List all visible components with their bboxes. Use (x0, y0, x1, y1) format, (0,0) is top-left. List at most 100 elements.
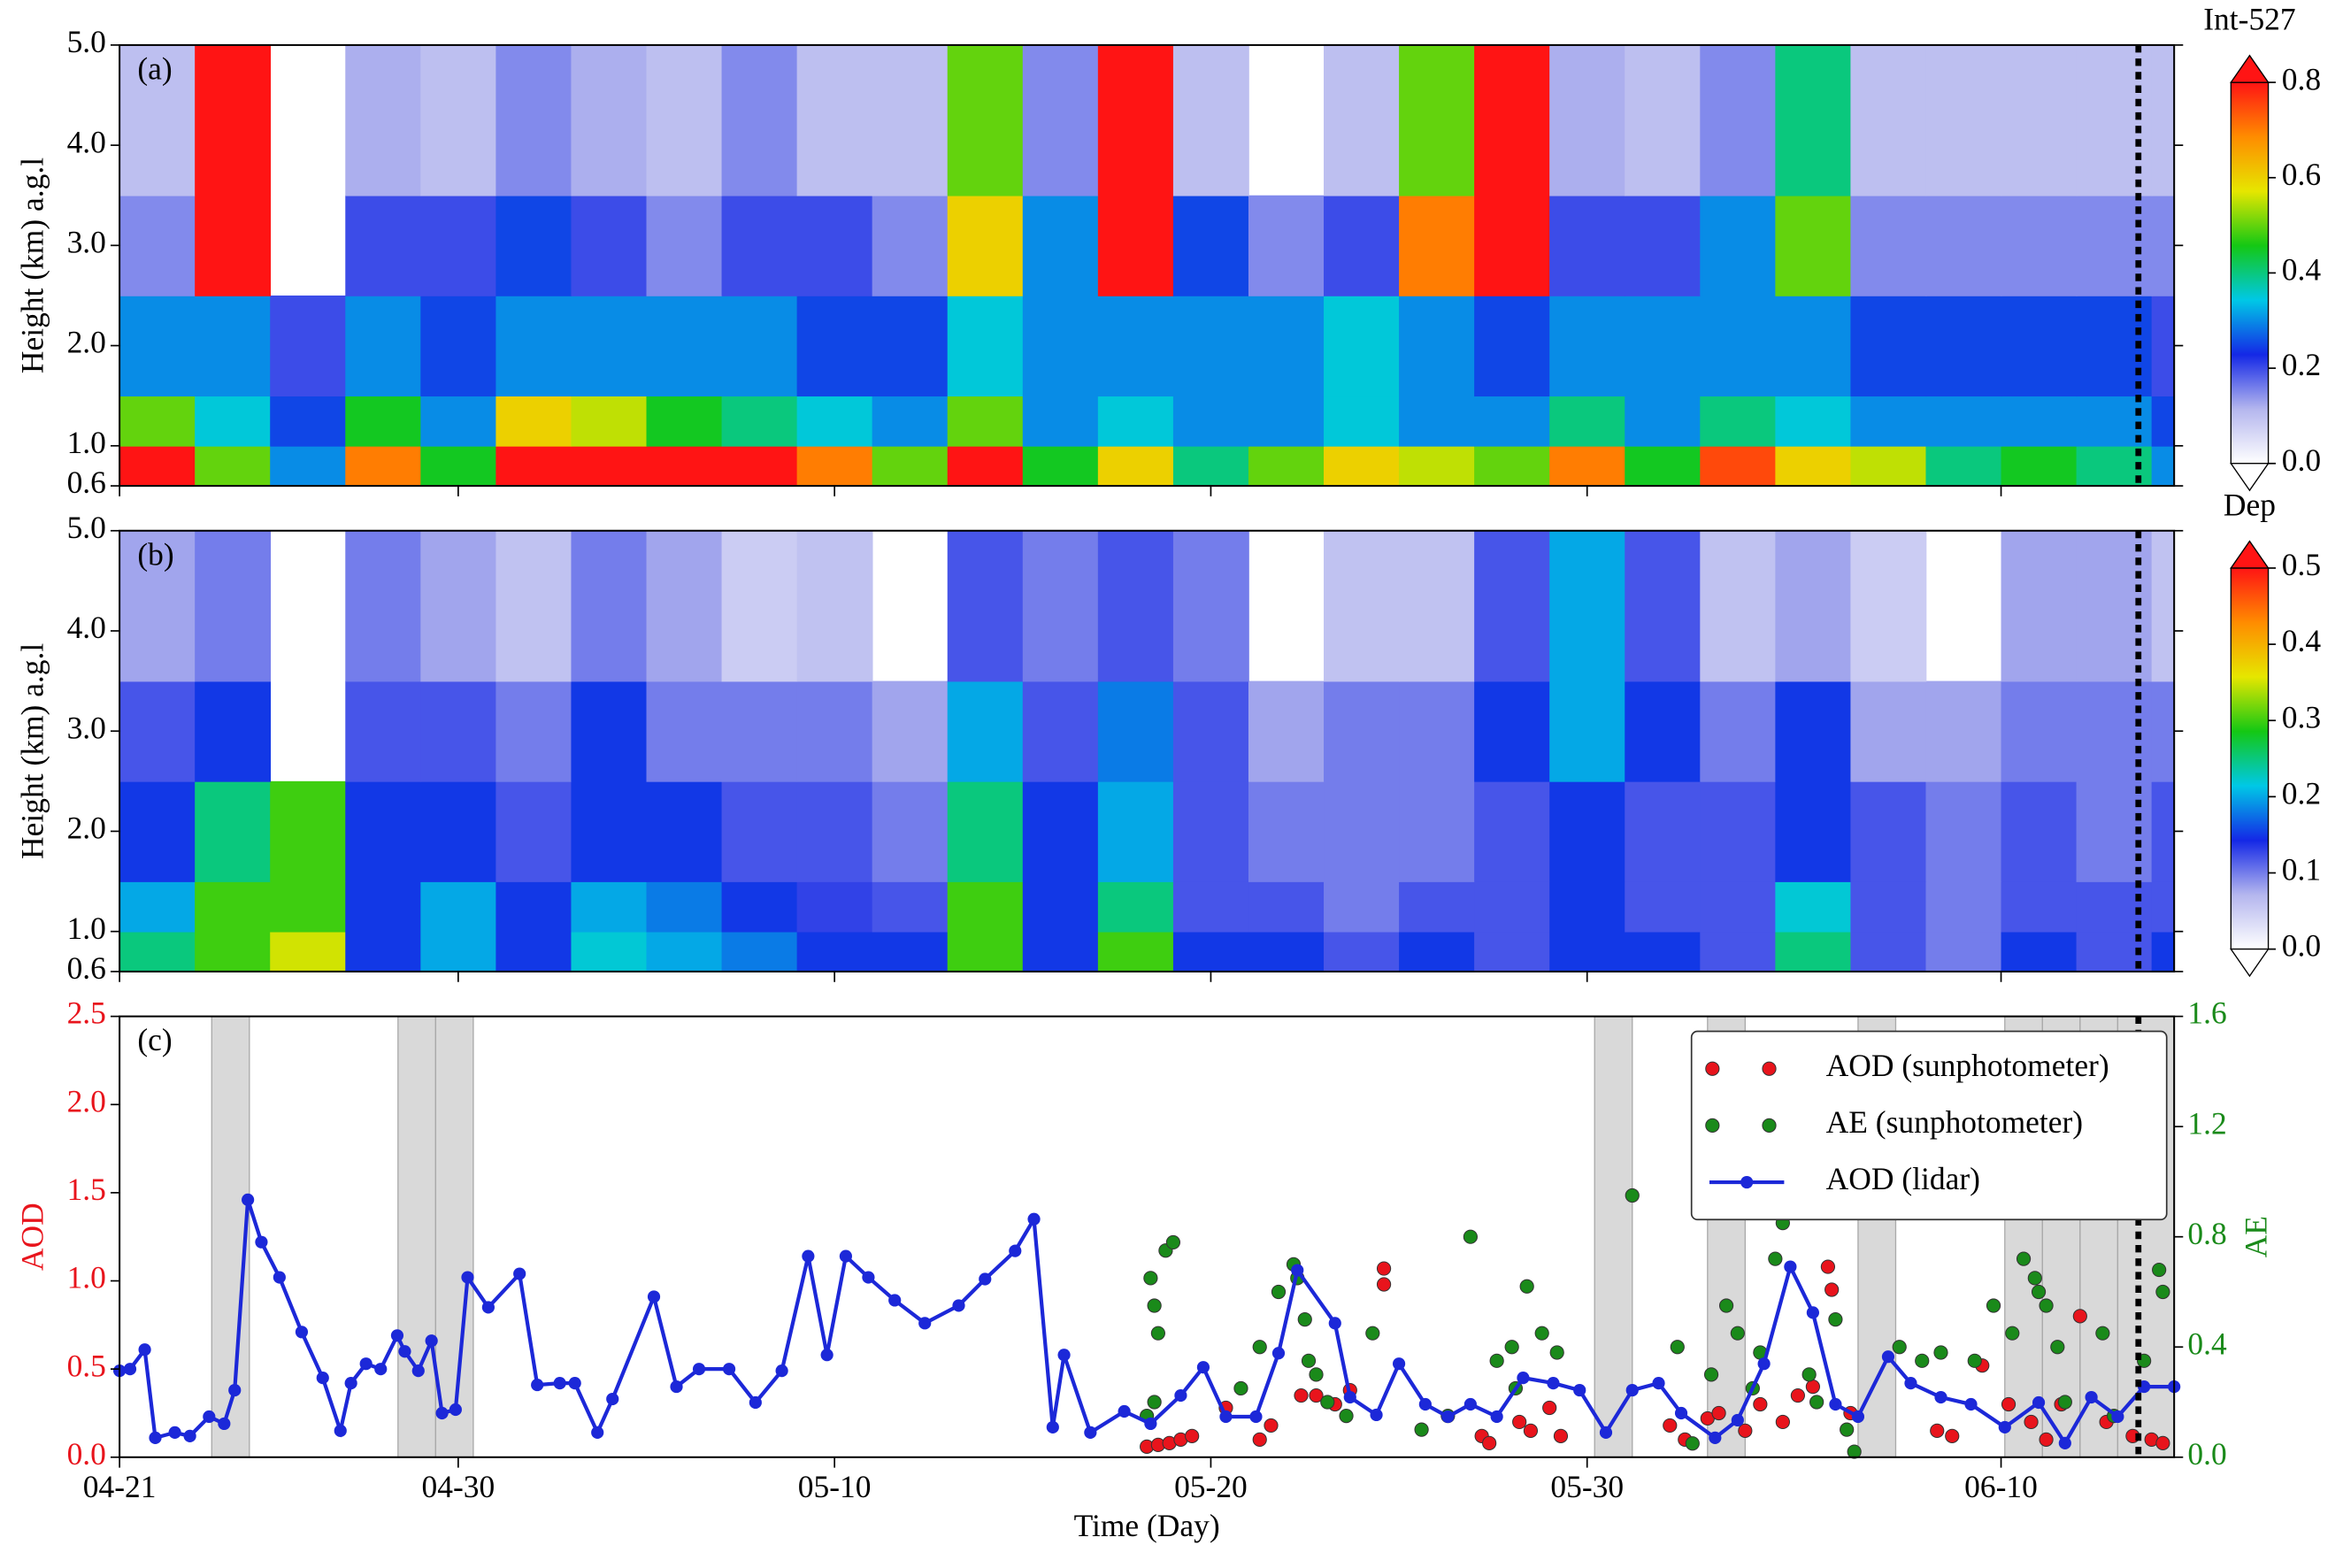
plot-frame (119, 43, 2176, 488)
scatter-point (1915, 1353, 1930, 1368)
line-marker (513, 1267, 526, 1280)
scatter-point (1753, 1396, 1768, 1412)
heat-cell (345, 881, 422, 933)
line-marker (820, 1349, 833, 1362)
line-marker (1046, 1420, 1059, 1434)
heat-cell (495, 680, 572, 782)
heat-cell (1172, 195, 1249, 296)
heat-cell (1850, 680, 1927, 782)
heat-cell (571, 295, 648, 397)
heat-cell (646, 295, 723, 397)
line-marker (374, 1363, 388, 1376)
line-marker (449, 1403, 462, 1417)
line-marker (1418, 1397, 1432, 1411)
scatter-point (1519, 1279, 1534, 1294)
heat-cell (420, 881, 497, 933)
heat-cell (796, 445, 873, 487)
legend-label: AOD (lidar) (1826, 1161, 1980, 1196)
x-tick-label: 05-20 (1174, 1469, 1248, 1504)
x-tick-label: 05-30 (1550, 1469, 1624, 1504)
y-tick-label: 4.0 (67, 610, 106, 645)
heat-cell (345, 396, 422, 447)
heat-cell (1549, 530, 1626, 682)
line-marker (295, 1326, 309, 1339)
heat-cell (1324, 680, 1400, 782)
heat-cell (796, 396, 873, 447)
heat-cell (571, 44, 648, 196)
heat-cell (721, 931, 798, 972)
heat-cell (1925, 680, 2002, 782)
heat-cell (872, 396, 949, 447)
y-tick-label: 0.0 (67, 1436, 106, 1472)
heat-cell (2151, 780, 2176, 882)
scatter-point (1463, 1229, 1478, 1244)
heat-cell (1549, 780, 1626, 882)
scatter-point (2152, 1262, 2167, 1278)
line-marker (1709, 1431, 1722, 1444)
heat-cell (1775, 445, 1852, 487)
heat-cell (1097, 396, 1174, 447)
heat-cell (420, 530, 497, 682)
heat-cell (1022, 931, 1099, 972)
heat-cell (195, 195, 272, 296)
line-marker (390, 1329, 404, 1342)
heat-cell (1549, 195, 1626, 296)
colorbar-extend-top (2230, 540, 2270, 569)
heat-cell (1022, 881, 1099, 933)
heat-cell (1248, 195, 1325, 296)
heat-cell (1700, 780, 1777, 882)
heat-cell (1625, 931, 1702, 972)
scatter-point (2027, 1271, 2042, 1286)
heat-cell (1549, 396, 1626, 447)
heat-cell (420, 195, 497, 296)
heat-cell (1248, 780, 1325, 882)
scatter-point (2155, 1284, 2170, 1300)
line-marker (1517, 1372, 1530, 1385)
heat-cell (195, 530, 272, 682)
heat-cell (2001, 680, 2078, 782)
heat-cell (947, 680, 1024, 782)
line-marker (2085, 1390, 2098, 1404)
heat-cell (796, 44, 873, 196)
line-marker (1370, 1408, 1383, 1422)
heat-cell (1549, 44, 1626, 196)
scatter-point (1339, 1408, 1354, 1424)
heat-cell (1549, 931, 1626, 972)
scatter-point (1828, 1312, 1843, 1327)
heat-cell (119, 445, 196, 487)
scatter-point (1820, 1259, 1836, 1274)
scatter-point (1805, 1379, 1820, 1395)
heat-cell (571, 445, 648, 487)
line-marker (1806, 1306, 1819, 1319)
heat-cell (1549, 680, 1626, 782)
line-marker (123, 1363, 137, 1376)
heat-cell (796, 931, 873, 972)
heat-cell (495, 396, 572, 447)
heat-cell (119, 881, 196, 933)
heat-cell (1097, 780, 1174, 882)
heat-cell (1775, 680, 1852, 782)
heat-cell (571, 881, 648, 933)
heat-cell (1625, 295, 1702, 397)
heat-cell (1700, 881, 1777, 933)
heat-cell (721, 881, 798, 933)
heat-cell (2001, 195, 2078, 296)
line-marker (1599, 1426, 1613, 1439)
colorbar-tick-label: 0.3 (2282, 699, 2321, 734)
heat-cell (1775, 931, 1852, 972)
heat-cell (195, 445, 272, 487)
heat-cell (571, 931, 648, 972)
y2-tick-label: 1.6 (2187, 995, 2226, 1031)
scatter-point (1711, 1405, 1726, 1421)
heat-cell (1775, 396, 1852, 447)
heat-cell (345, 780, 422, 882)
heat-cell (345, 44, 422, 196)
line-marker (591, 1426, 604, 1439)
heat-cell (1172, 530, 1249, 682)
heat-cell (345, 931, 422, 972)
line-marker (138, 1343, 151, 1357)
heat-cell (119, 396, 196, 447)
y-axis-label: AOD (15, 1203, 50, 1271)
heat-cell (1097, 530, 1174, 682)
heat-cell (1850, 931, 1927, 972)
